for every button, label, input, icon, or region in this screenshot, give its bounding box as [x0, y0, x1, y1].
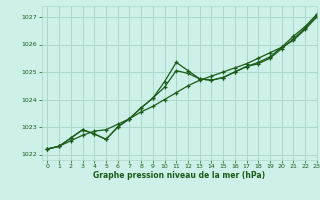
- X-axis label: Graphe pression niveau de la mer (hPa): Graphe pression niveau de la mer (hPa): [93, 171, 265, 180]
